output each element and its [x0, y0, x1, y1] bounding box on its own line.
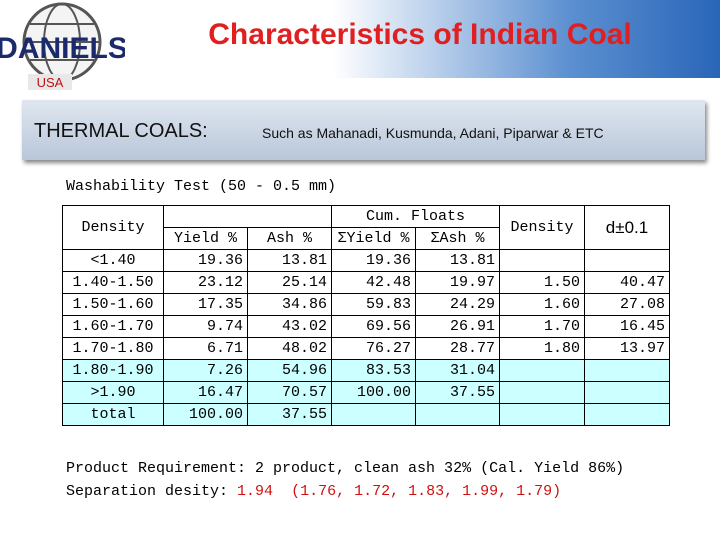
separation-list: (1.76, 1.72, 1.83, 1.99, 1.79): [291, 483, 562, 500]
table-cell: 76.27: [331, 337, 416, 360]
table-cell: 1.50-1.60: [62, 293, 164, 316]
table-cell: 19.36: [331, 249, 416, 272]
table-row: 1.60-1.70 9.74 43.02 69.56 26.91 1.70 16.45: [62, 315, 670, 338]
logo: DANIELS USA: [0, 2, 125, 90]
table: Density Cum. Floats Density d±0.1 Yield …: [62, 205, 670, 426]
banner: [22, 100, 705, 160]
separation: Separation desity: 1.94 (1.76, 1.72, 1.8…: [66, 483, 561, 500]
table-cell: 37.55: [415, 381, 500, 404]
table-cell: 100.00: [331, 381, 416, 404]
table-cell: 28.77: [415, 337, 500, 360]
table-cell: 16.47: [163, 381, 248, 404]
table-cell: 24.29: [415, 293, 500, 316]
header-cell: Density: [62, 205, 164, 250]
table-row: 1.70-1.80 6.71 48.02 76.27 28.77 1.80 13.97: [62, 337, 670, 360]
table-cell: [584, 359, 670, 382]
table-cell: total: [62, 403, 164, 426]
table-cell: 69.56: [331, 315, 416, 338]
table-row: 1.50-1.60 17.35 34.86 59.83 24.29 1.60 27.08: [62, 293, 670, 316]
table-cell: [331, 403, 416, 426]
table-cell: [584, 381, 670, 404]
title-band: [125, 0, 720, 78]
table-cell: 54.96: [247, 359, 332, 382]
table-cell: 48.02: [247, 337, 332, 360]
table-cell: [499, 359, 585, 382]
table-cell: 13.97: [584, 337, 670, 360]
table-cell: [499, 249, 585, 272]
header-cell: Cum. Floats: [331, 205, 500, 228]
table-cell: 26.91: [415, 315, 500, 338]
logo-sub: USA: [37, 75, 64, 90]
table-row: 1.80-1.90 7.26 54.96 83.53 31.04: [62, 359, 670, 382]
table-cell: 17.35: [163, 293, 248, 316]
separation-value: 1.94: [237, 483, 274, 500]
table-cell: >1.90: [62, 381, 164, 404]
table-cell: 1.80: [499, 337, 585, 360]
table-cell: 40.47: [584, 271, 670, 294]
table-cell: 19.97: [415, 271, 500, 294]
table-cell: [584, 403, 670, 426]
table-cell: 16.45: [584, 315, 670, 338]
table-cell: 13.81: [247, 249, 332, 272]
table-cell: 31.04: [415, 359, 500, 382]
header-cell: [163, 205, 332, 228]
table-cell: 1.70-1.80: [62, 337, 164, 360]
header-cell: ΣAsh %: [415, 227, 500, 250]
header-cell: Ash %: [247, 227, 332, 250]
table-cell: 1.50: [499, 271, 585, 294]
table-cell: 1.60: [499, 293, 585, 316]
table-cell: [584, 249, 670, 272]
table-cell: <1.40: [62, 249, 164, 272]
table-cell: 1.80-1.90: [62, 359, 164, 382]
table-row: 1.40-1.50 23.12 25.14 42.48 19.97 1.50 40.47: [62, 271, 670, 294]
table-cell: 37.55: [247, 403, 332, 426]
table-cell: 42.48: [331, 271, 416, 294]
banner-text: Such as Mahanadi, Kusmunda, Adani, Pipar…: [262, 125, 604, 141]
requirement: Product Requirement: 2 product, clean as…: [66, 460, 625, 477]
table-cell: 70.57: [247, 381, 332, 404]
table-cell: 1.70: [499, 315, 585, 338]
logo-text: DANIELS: [0, 32, 125, 65]
table-cell: [499, 381, 585, 404]
table-cell: 23.12: [163, 271, 248, 294]
table-cell: 13.81: [415, 249, 500, 272]
table-cell: 1.40-1.50: [62, 271, 164, 294]
caption: Washability Test (50 - 0.5 mm): [66, 178, 337, 195]
table-cell: 1.60-1.70: [62, 315, 164, 338]
table-cell: 7.26: [163, 359, 248, 382]
header-cell: d±0.1: [584, 205, 670, 250]
banner-label: THERMAL COALS:: [34, 120, 208, 142]
table-row: total 100.00 37.55: [62, 403, 670, 426]
table-cell: 6.71: [163, 337, 248, 360]
table-cell: 43.02: [247, 315, 332, 338]
table-cell: [415, 403, 500, 426]
table-cell: 59.83: [331, 293, 416, 316]
table-cell: [499, 403, 585, 426]
separation-label: Separation desity:: [66, 483, 229, 500]
table-row: <1.40 19.36 13.81 19.36 13.81: [62, 249, 670, 272]
table-cell: 83.53: [331, 359, 416, 382]
header-cell: ΣYield %: [331, 227, 416, 250]
table-cell: 27.08: [584, 293, 670, 316]
table-cell: 19.36: [163, 249, 248, 272]
table-cell: 100.00: [163, 403, 248, 426]
table-cell: 34.86: [247, 293, 332, 316]
header-cell: Density: [499, 205, 585, 250]
header-cell: Yield %: [163, 227, 248, 250]
title: Characteristics of Indian Coal: [208, 18, 632, 51]
table-row: >1.90 16.47 70.57 100.00 37.55: [62, 381, 670, 404]
table-cell: 9.74: [163, 315, 248, 338]
table-cell: 25.14: [247, 271, 332, 294]
